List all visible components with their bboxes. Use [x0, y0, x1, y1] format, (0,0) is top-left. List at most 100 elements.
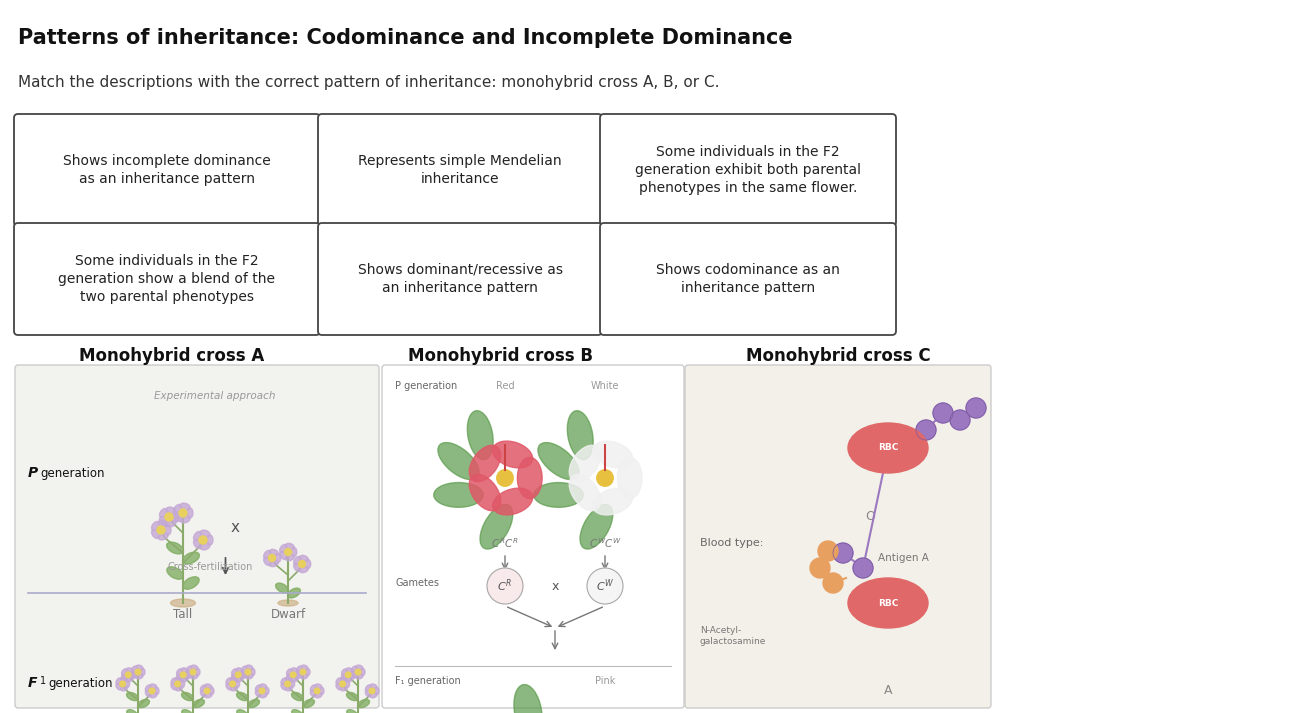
Ellipse shape [294, 556, 301, 565]
Text: $C^WC^W$: $C^WC^W$ [589, 536, 621, 550]
Ellipse shape [174, 513, 181, 521]
Ellipse shape [145, 685, 150, 691]
Ellipse shape [281, 684, 286, 690]
Text: A: A [884, 684, 892, 697]
Ellipse shape [187, 508, 194, 518]
Ellipse shape [152, 530, 160, 538]
Ellipse shape [305, 560, 311, 568]
Text: x: x [232, 520, 239, 535]
Circle shape [181, 672, 186, 677]
Ellipse shape [292, 692, 303, 701]
Ellipse shape [352, 666, 357, 672]
Circle shape [199, 536, 207, 544]
Text: White: White [591, 381, 619, 391]
Circle shape [853, 558, 872, 578]
Ellipse shape [158, 520, 167, 527]
Ellipse shape [319, 687, 324, 694]
Text: Tall: Tall [174, 608, 192, 622]
Text: Shows codominance as an
inheritance pattern: Shows codominance as an inheritance patt… [657, 263, 840, 295]
Ellipse shape [116, 678, 122, 684]
Circle shape [340, 681, 345, 687]
Ellipse shape [292, 548, 297, 557]
Ellipse shape [171, 678, 177, 684]
Circle shape [165, 513, 173, 521]
Ellipse shape [186, 672, 190, 678]
Ellipse shape [280, 552, 286, 560]
Circle shape [810, 558, 831, 578]
Ellipse shape [194, 531, 201, 540]
Ellipse shape [200, 691, 205, 697]
Text: Some individuals in the F2
generation show a blend of the
two parental phenotype: Some individuals in the F2 generation sh… [59, 254, 276, 304]
Circle shape [497, 470, 513, 486]
Ellipse shape [593, 441, 633, 468]
Ellipse shape [351, 672, 356, 678]
Ellipse shape [538, 443, 579, 480]
Ellipse shape [191, 674, 198, 679]
Text: $C^W$: $C^W$ [595, 578, 615, 595]
Circle shape [950, 410, 971, 430]
Ellipse shape [347, 692, 358, 701]
Ellipse shape [255, 691, 260, 697]
Text: Monohybrid cross A: Monohybrid cross A [80, 347, 264, 365]
Ellipse shape [260, 684, 267, 689]
Ellipse shape [126, 680, 129, 687]
Ellipse shape [294, 563, 301, 572]
Ellipse shape [205, 693, 212, 698]
Ellipse shape [264, 687, 269, 694]
Ellipse shape [181, 503, 190, 510]
Text: 1: 1 [41, 676, 46, 686]
Text: Antigen A: Antigen A [878, 553, 929, 563]
Ellipse shape [175, 677, 183, 682]
Ellipse shape [357, 699, 369, 707]
Text: generation: generation [48, 677, 112, 689]
Ellipse shape [242, 672, 247, 678]
Ellipse shape [514, 684, 542, 713]
Ellipse shape [177, 674, 182, 681]
Circle shape [345, 672, 351, 677]
Ellipse shape [310, 685, 315, 691]
Ellipse shape [200, 543, 211, 550]
Ellipse shape [292, 709, 303, 713]
Circle shape [126, 672, 131, 677]
Circle shape [230, 681, 235, 687]
Ellipse shape [237, 668, 243, 672]
Ellipse shape [247, 699, 259, 707]
Ellipse shape [285, 677, 293, 682]
Text: N-Acetyl-
galactosamine: N-Acetyl- galactosamine [700, 625, 766, 647]
Ellipse shape [170, 599, 195, 607]
Ellipse shape [264, 558, 271, 565]
Ellipse shape [315, 693, 322, 698]
Ellipse shape [131, 672, 135, 678]
Ellipse shape [617, 457, 642, 498]
FancyBboxPatch shape [318, 114, 602, 226]
Ellipse shape [579, 504, 612, 549]
Ellipse shape [341, 669, 347, 675]
Ellipse shape [593, 488, 633, 515]
Ellipse shape [131, 666, 137, 672]
Ellipse shape [340, 687, 348, 691]
Circle shape [135, 670, 141, 674]
Text: Dwarf: Dwarf [271, 608, 306, 622]
Ellipse shape [136, 665, 143, 670]
Circle shape [487, 568, 523, 604]
Ellipse shape [251, 669, 255, 675]
Ellipse shape [167, 567, 183, 579]
Text: Experimental approach: Experimental approach [154, 391, 276, 401]
Ellipse shape [341, 674, 347, 681]
Ellipse shape [182, 709, 194, 713]
Ellipse shape [285, 543, 294, 549]
Text: RBC: RBC [878, 598, 899, 607]
Ellipse shape [237, 692, 249, 701]
Ellipse shape [200, 530, 211, 537]
Ellipse shape [171, 684, 177, 690]
Ellipse shape [569, 445, 600, 482]
FancyBboxPatch shape [14, 365, 379, 708]
Circle shape [285, 548, 292, 555]
Text: Match the descriptions with the correct pattern of inheritance: monohybrid cross: Match the descriptions with the correct … [18, 74, 719, 90]
Text: Shows incomplete dominance
as an inheritance pattern: Shows incomplete dominance as an inherit… [63, 154, 271, 186]
Ellipse shape [375, 687, 379, 694]
Text: Gametes: Gametes [395, 578, 439, 588]
Text: Shows dominant/recessive as
an inheritance pattern: Shows dominant/recessive as an inheritan… [357, 263, 562, 295]
Ellipse shape [848, 423, 927, 473]
Circle shape [204, 688, 209, 694]
